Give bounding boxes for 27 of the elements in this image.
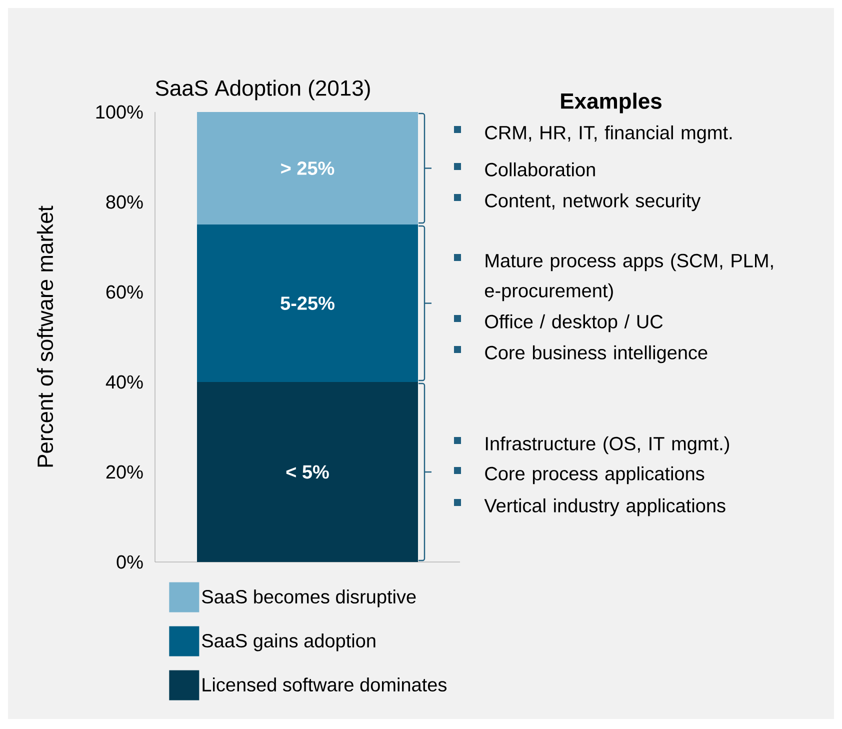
- legend-label: SaaS gains adoption: [202, 634, 376, 652]
- bar: [197, 382, 418, 562]
- bar: [197, 224, 418, 382]
- text: Content, network security: [485, 193, 701, 212]
- annotation: > 25%: [281, 162, 334, 175]
- legend-label: Licensed software dominates: [202, 678, 447, 692]
- y-tick-label: 0%: [116, 555, 143, 569]
- y-tick-label: 60%: [106, 285, 143, 299]
- text: Office / desktop / UC: [485, 314, 663, 332]
- text: Vertical industry applications: [484, 498, 726, 516]
- y-tick-label: 100%: [96, 105, 143, 119]
- text: Infrastructure (OS, IT mgmt.): [486, 436, 730, 454]
- text: Mature process apps (SCM, PLM, e-procurement): [485, 253, 773, 302]
- y-tick-label: 20%: [106, 465, 143, 479]
- text: Examples: [561, 92, 662, 114]
- chart-title: SaaS Adoption (2013): [156, 80, 370, 100]
- y-axis-title: Percent of software market: [36, 206, 54, 467]
- text: Core process applications: [485, 466, 704, 484]
- annotation: 5-25%: [280, 296, 334, 310]
- y-tick-label: 80%: [106, 195, 143, 209]
- text: Core business intelligence: [485, 345, 708, 364]
- legend-label: SaaS becomes disruptive: [202, 590, 416, 608]
- text: CRM, HR, IT, financial mgmt.: [485, 125, 732, 144]
- y-tick-label: 40%: [106, 375, 143, 389]
- bar: [197, 112, 418, 224]
- annotation: < 5%: [286, 465, 329, 479]
- text: Collaboration: [485, 162, 595, 176]
